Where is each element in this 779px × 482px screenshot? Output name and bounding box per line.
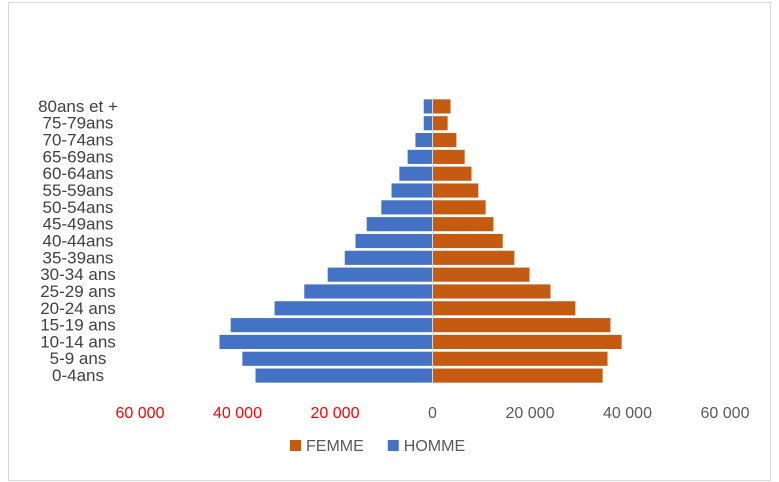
bar — [219, 334, 433, 350]
bar — [432, 250, 515, 265]
bar — [432, 116, 448, 131]
bar — [432, 351, 608, 366]
x-tick-label: 40 000 — [603, 405, 652, 422]
y-tick-label: 15-19 ans — [40, 316, 116, 335]
x-tick-label: 40 000 — [213, 405, 262, 422]
bar — [327, 267, 433, 282]
legend-label: FEMME — [306, 438, 364, 455]
bar — [432, 200, 486, 215]
bar — [274, 301, 433, 316]
bar — [432, 183, 479, 198]
y-tick-label: 0-4ans — [52, 366, 104, 385]
legend-swatch — [387, 440, 399, 451]
y-tick-label: 10-14 ans — [40, 332, 116, 351]
bar — [432, 368, 603, 383]
bar — [432, 217, 494, 232]
y-tick-label: 80ans et + — [38, 97, 118, 116]
bar — [432, 132, 457, 148]
x-tick-label: 60 000 — [116, 405, 165, 422]
y-tick-label: 60-64ans — [43, 164, 114, 183]
bar — [423, 99, 433, 114]
y-tick-label: 40-44ans — [43, 231, 114, 250]
bar — [432, 149, 465, 164]
y-tick-label: 50-54ans — [43, 198, 114, 217]
y-tick-label: 25-29 ans — [40, 282, 116, 301]
x-tick-label: 20 000 — [311, 405, 360, 422]
legend-swatch — [290, 440, 301, 451]
y-tick-label: 20-24 ans — [40, 299, 116, 318]
bar — [366, 217, 433, 232]
y-tick-label: 30-34 ans — [40, 265, 116, 284]
bar — [230, 318, 433, 333]
y-tick-label: 70-74ans — [43, 131, 114, 150]
bar — [355, 233, 433, 249]
bar — [415, 132, 433, 148]
x-tick-label: 20 000 — [506, 405, 555, 422]
legend-label: HOMME — [404, 438, 465, 455]
y-tick-label: 45-49ans — [43, 215, 114, 234]
bar — [432, 284, 551, 299]
bar — [432, 301, 576, 316]
bar — [242, 351, 433, 366]
x-tick-label: 0 — [428, 405, 437, 422]
bar — [391, 183, 433, 198]
bar — [432, 334, 622, 350]
bar — [399, 166, 433, 181]
y-tick-label: 65-69ans — [43, 147, 114, 166]
bar — [432, 99, 451, 114]
bar — [423, 116, 433, 131]
y-tick-label: 5-9 ans — [50, 349, 107, 368]
y-tick-label: 55-59ans — [43, 181, 114, 200]
x-tick-label: 60 000 — [701, 405, 750, 422]
bar — [432, 318, 611, 333]
bar — [407, 149, 433, 164]
bar — [432, 233, 503, 249]
bar — [304, 284, 433, 299]
bar — [432, 166, 472, 181]
y-tick-label: 35-39ans — [43, 248, 114, 267]
y-tick-label: 75-79ans — [43, 114, 114, 133]
bar — [432, 267, 530, 282]
bar — [255, 368, 433, 383]
bar — [381, 200, 433, 215]
bar — [344, 250, 433, 265]
